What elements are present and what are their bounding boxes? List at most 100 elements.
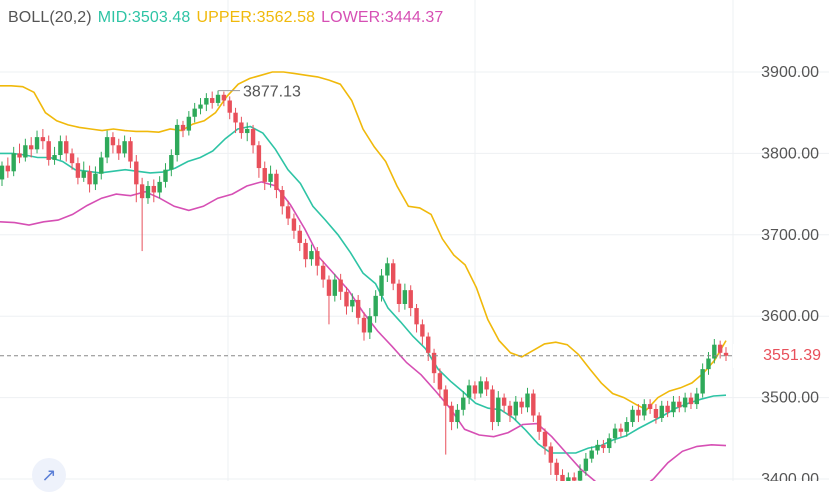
candle[interactable]	[577, 464, 583, 481]
candle[interactable]	[64, 135, 69, 162]
candle[interactable]	[601, 439, 606, 453]
candle[interactable]	[560, 469, 565, 481]
candle[interactable]	[449, 401, 454, 431]
candle[interactable]	[642, 399, 647, 421]
candle[interactable]	[204, 93, 209, 112]
candle[interactable]	[700, 363, 705, 398]
candle[interactable]	[682, 392, 688, 413]
candle[interactable]	[688, 392, 694, 409]
candle[interactable]	[431, 348, 437, 383]
candle[interactable]	[209, 91, 215, 109]
candle[interactable]	[408, 285, 413, 317]
candle[interactable]	[297, 225, 302, 252]
candle[interactable]	[571, 472, 577, 481]
candle[interactable]	[373, 290, 378, 323]
candle[interactable]	[326, 275, 332, 325]
candle[interactable]	[583, 452, 589, 476]
candle[interactable]	[104, 130, 110, 164]
candle[interactable]	[239, 116, 244, 139]
chart-canvas[interactable]: 3900.00 3800.00 3700.00 3600.00 3500.00 3400.…	[0, 0, 829, 481]
candle[interactable]	[338, 273, 343, 300]
candle[interactable]	[151, 179, 157, 203]
diagonal-arrow-icon[interactable]: ↗	[32, 458, 66, 492]
candle[interactable]	[58, 135, 63, 160]
candle[interactable]	[461, 391, 466, 416]
candle[interactable]	[525, 387, 530, 413]
candle[interactable]	[186, 111, 192, 136]
candle[interactable]	[215, 90, 221, 107]
candle[interactable]	[355, 295, 361, 325]
candle[interactable]	[122, 135, 127, 158]
candle[interactable]	[513, 395, 519, 421]
candle[interactable]	[303, 238, 308, 268]
candle[interactable]	[542, 428, 548, 455]
candle[interactable]	[519, 397, 524, 414]
candle[interactable]	[496, 391, 501, 427]
candle[interactable]	[566, 472, 571, 481]
candle[interactable]	[612, 423, 618, 444]
candle[interactable]	[402, 283, 408, 310]
candle[interactable]	[671, 395, 676, 418]
candle[interactable]	[227, 96, 232, 120]
candle[interactable]	[396, 279, 402, 313]
candle[interactable]	[309, 244, 314, 266]
candle[interactable]	[46, 135, 51, 166]
candle[interactable]	[291, 213, 297, 239]
candle[interactable]	[723, 347, 729, 361]
candle[interactable]	[250, 124, 256, 154]
candle[interactable]	[385, 257, 390, 283]
candle[interactable]	[221, 91, 227, 107]
candle[interactable]	[455, 404, 460, 429]
candle[interactable]	[647, 399, 653, 414]
candle[interactable]	[81, 161, 86, 182]
candle[interactable]	[717, 340, 723, 359]
candle[interactable]	[320, 260, 326, 288]
candle[interactable]	[618, 423, 624, 437]
candle[interactable]	[589, 446, 594, 463]
candle[interactable]	[40, 128, 46, 150]
candle[interactable]	[507, 400, 513, 423]
candle[interactable]	[390, 259, 396, 291]
candle[interactable]	[554, 458, 559, 481]
candle[interactable]	[285, 200, 291, 226]
candle[interactable]	[69, 148, 75, 170]
candle[interactable]	[665, 400, 670, 418]
candle[interactable]	[350, 293, 355, 313]
candle[interactable]	[134, 155, 139, 203]
candle[interactable]	[607, 433, 612, 453]
candle[interactable]	[180, 120, 186, 138]
candle[interactable]	[677, 395, 682, 413]
candle[interactable]	[624, 417, 629, 437]
candle[interactable]	[274, 169, 279, 199]
candlesticks[interactable]	[0, 90, 729, 481]
candle[interactable]	[595, 439, 600, 455]
candle[interactable]	[11, 146, 16, 177]
candle[interactable]	[361, 312, 367, 341]
candle[interactable]	[110, 132, 116, 154]
candle[interactable]	[484, 377, 489, 396]
candle[interactable]	[169, 149, 174, 177]
candle[interactable]	[256, 141, 262, 178]
candle[interactable]	[23, 138, 28, 162]
candle[interactable]	[198, 98, 203, 115]
candle[interactable]	[280, 185, 285, 215]
candle[interactable]	[659, 400, 664, 423]
candle[interactable]	[636, 404, 641, 423]
candle[interactable]	[466, 379, 472, 405]
candle[interactable]	[501, 393, 507, 413]
candle[interactable]	[99, 151, 104, 180]
candle[interactable]	[17, 143, 22, 164]
candle[interactable]	[379, 268, 384, 302]
candle[interactable]	[128, 137, 133, 169]
candle[interactable]	[437, 368, 443, 398]
candle[interactable]	[0, 161, 5, 186]
candle[interactable]	[87, 165, 92, 193]
candle[interactable]	[5, 157, 11, 178]
candle[interactable]	[472, 381, 478, 400]
candle[interactable]	[548, 442, 554, 475]
candle[interactable]	[653, 404, 659, 424]
candle[interactable]	[712, 338, 717, 364]
candle[interactable]	[414, 303, 419, 333]
candle[interactable]	[367, 308, 373, 339]
candle[interactable]	[262, 161, 267, 191]
